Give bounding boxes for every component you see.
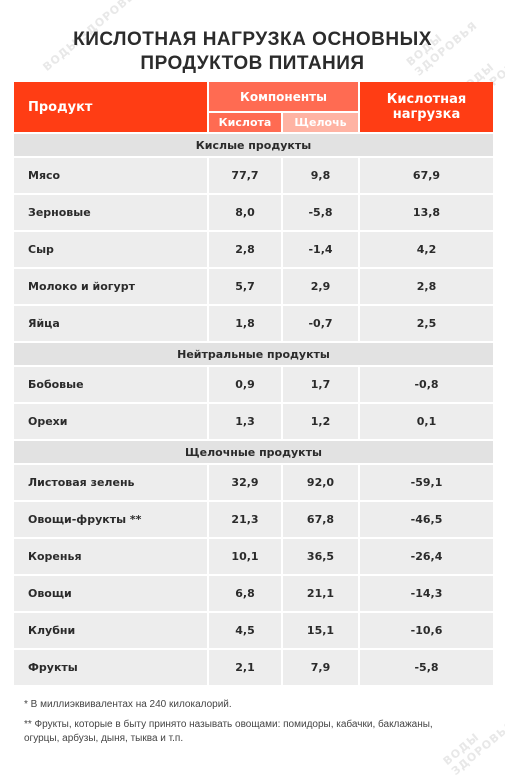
cell-acid-load: 67,9 [360,158,493,193]
cell-product-name: Молоко и йогурт [14,269,207,304]
cell-alkali: 67,8 [283,502,358,537]
table-row: Фрукты 2,1 7,9 -5,8 [14,650,493,685]
cell-product-name: Овощи-фрукты ** [14,502,207,537]
table-row: Овощи-фрукты ** 21,3 67,8 -46,5 [14,502,493,537]
cell-product-name: Бобовые [14,367,207,402]
cell-acid-load: -0,8 [360,367,493,402]
table-row: Коренья 10,1 36,5 -26,4 [14,539,493,574]
cell-product-name: Орехи [14,404,207,439]
footnote-units: * В миллиэквивалентах на 240 килокалорий… [24,699,232,710]
cell-alkali: -5,8 [283,195,358,230]
cell-product-name: Зерновые [14,195,207,230]
cell-alkali: -1,4 [283,232,358,267]
cell-acid: 10,1 [209,539,281,574]
table-row: Зерновые 8,0 -5,8 13,8 [14,195,493,230]
header-acid: Кислота [209,113,281,132]
page-title: КИСЛОТНАЯ НАГРУЗКА ОСНОВНЫХ ПРОДУКТОВ ПИ… [0,28,505,76]
cell-acid: 0,9 [209,367,281,402]
cell-acid: 32,9 [209,465,281,500]
section-header: Нейтральные продукты [14,343,493,365]
cell-acid-load: -26,4 [360,539,493,574]
cell-acid-load: -14,3 [360,576,493,611]
cell-product-name: Фрукты [14,650,207,685]
cell-acid: 2,8 [209,232,281,267]
footnote-line-2: огурцы, арбузы, дыня, тыква и т.п. [24,733,184,744]
cell-product-name: Клубни [14,613,207,648]
cell-acid: 77,7 [209,158,281,193]
footnote-line-1: ** Фрукты, которые в быту принято называ… [24,719,433,730]
table-header: Продукт Компоненты Кислота Щелочь Кислот… [14,82,493,132]
cell-acid: 1,8 [209,306,281,341]
table-row: Молоко и йогурт 5,7 2,9 2,8 [14,269,493,304]
header-product: Продукт [14,82,207,132]
cell-alkali: 9,8 [283,158,358,193]
cell-acid: 8,0 [209,195,281,230]
section-header: Кислые продукты [14,134,493,156]
cell-acid: 2,1 [209,650,281,685]
cell-product-name: Мясо [14,158,207,193]
cell-alkali: 21,1 [283,576,358,611]
cell-product-name: Овощи [14,576,207,611]
table-row: Клубни 4,5 15,1 -10,6 [14,613,493,648]
table-row: Мясо 77,7 9,8 67,9 [14,158,493,193]
cell-acid: 1,3 [209,404,281,439]
cell-product-name: Яйца [14,306,207,341]
cell-alkali: -0,7 [283,306,358,341]
cell-alkali: 7,9 [283,650,358,685]
cell-acid-load: -5,8 [360,650,493,685]
cell-acid: 5,7 [209,269,281,304]
cell-acid-load: 2,8 [360,269,493,304]
table-row: Листовая зелень 32,9 92,0 -59,1 [14,465,493,500]
cell-acid-load: 13,8 [360,195,493,230]
table-row: Яйца 1,8 -0,7 2,5 [14,306,493,341]
cell-product-name: Сыр [14,232,207,267]
cell-acid-load: -10,6 [360,613,493,648]
cell-alkali: 1,2 [283,404,358,439]
header-acid-load: Кислотная нагрузка [360,82,493,132]
footnote-vegetable-fruits: ** Фрукты, которые в быту принято называ… [24,718,484,746]
cell-alkali: 92,0 [283,465,358,500]
cell-acid: 21,3 [209,502,281,537]
cell-acid-load: 2,5 [360,306,493,341]
cell-alkali: 1,7 [283,367,358,402]
cell-product-name: Листовая зелень [14,465,207,500]
section-header: Щелочные продукты [14,441,493,463]
cell-acid-load: 0,1 [360,404,493,439]
cell-alkali: 36,5 [283,539,358,574]
header-components: Компоненты [209,82,358,111]
table-row: Бобовые 0,9 1,7 -0,8 [14,367,493,402]
table-row: Овощи 6,8 21,1 -14,3 [14,576,493,611]
table-row: Сыр 2,8 -1,4 4,2 [14,232,493,267]
cell-acid: 6,8 [209,576,281,611]
header-alkali: Щелочь [283,113,358,132]
cell-acid-load: -46,5 [360,502,493,537]
cell-acid-load: 4,2 [360,232,493,267]
cell-alkali: 2,9 [283,269,358,304]
title-line-2: ПРОДУКТОВ ПИТАНИЯ [140,53,365,74]
cell-alkali: 15,1 [283,613,358,648]
cell-product-name: Коренья [14,539,207,574]
table-row: Орехи 1,3 1,2 0,1 [14,404,493,439]
cell-acid-load: -59,1 [360,465,493,500]
title-line-1: КИСЛОТНАЯ НАГРУЗКА ОСНОВНЫХ [73,29,432,50]
cell-acid: 4,5 [209,613,281,648]
